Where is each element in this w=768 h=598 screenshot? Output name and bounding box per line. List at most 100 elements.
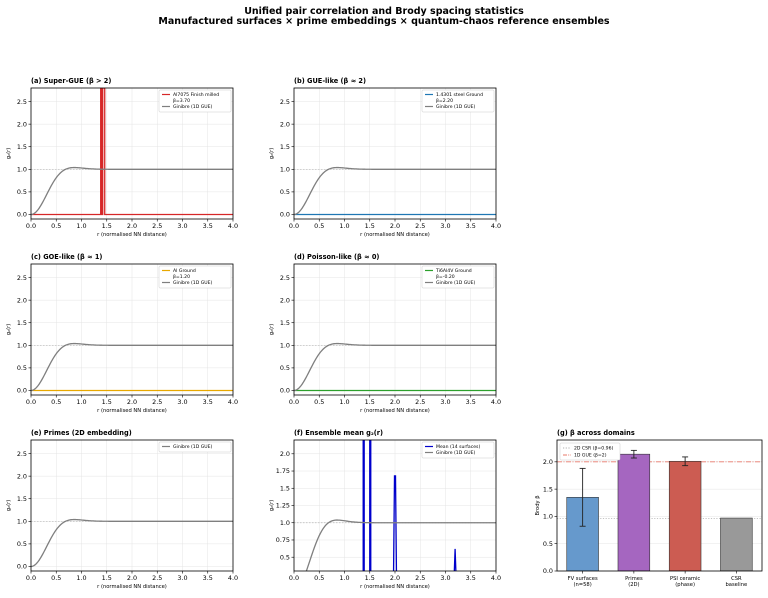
plot-area [31,88,233,216]
x-tick-label: 3.5 [203,574,213,582]
panel-title: (d) Poisson-like (β ≈ 0) [294,253,379,261]
x-tick-label: 1.0 [339,398,349,406]
panel-g: (g) β across domains 0.0 0.5 1.0 1.5 2.0 FV su… [535,429,763,588]
x-tick-label: 1.5 [102,574,112,582]
x-tick-label: 3.5 [466,574,476,582]
legend-label: 1D GUE (β=2) [574,453,607,459]
y-tick-label: 2.0 [280,450,290,458]
series-data-line [31,88,233,216]
x-tick-label: 0.0 [26,222,36,230]
x-tick-label: 3.0 [177,574,187,582]
charts-layer: (a) Super-GUE (β > 2) 0.0 0.5 1.0 1.5 2.0 2.5 3… [6,77,763,590]
x-tick-label: 2.0 [127,222,137,230]
series-data-line [392,475,398,571]
x-tick-label: CSR [731,576,742,582]
y-tick-label: 1.0 [280,342,290,350]
x-tick-label: 3.0 [440,574,450,582]
x-axis-label: r (normalised NN distance) [360,584,430,590]
series-ginibre-line [294,342,496,392]
y-tick-label: 1.5 [280,143,290,151]
y-tick-label: 1.5 [17,143,27,151]
y-axis-label: g₂(r) [6,500,12,512]
panel-b: (b) GUE-like (β ≈ 2) 0.0 0.5 1.0 1.5 2.0 2.5 3.… [269,77,501,238]
legend-label: Ginibre (1D GUE) [436,450,476,456]
x-tick-label: (2D) [628,582,639,588]
x-tick-label: 0.5 [314,398,324,406]
panel-a: (a) Super-GUE (β > 2) 0.0 0.5 1.0 1.5 2.0 2.5 3… [6,77,238,238]
y-tick-label: 2.5 [17,274,27,282]
series-data-line [362,440,365,571]
x-tick-label: 3.5 [203,398,213,406]
legend-label: β=-0.20 [436,274,455,280]
x-tick-label: 1.5 [102,222,112,230]
bar [668,460,702,571]
y-tick-label: 1.25 [276,502,290,510]
y-axis-label: g₂(r) [269,500,275,512]
series-ginibre-line [31,166,233,216]
y-tick-label: 0.0 [17,563,27,571]
legend-label: Al7075 Finish milled [173,92,219,98]
x-tick-label: PSI ceramic [670,576,700,582]
x-tick-label: 1.0 [76,574,86,582]
series-ginibre-line [31,342,233,392]
y-tick-label: 1.0 [17,518,27,526]
x-tick-label: 3.5 [466,398,476,406]
x-axis-label: r (normalised NN distance) [97,408,167,414]
x-tick-label: baseline [726,582,748,588]
panel-e: (e) Primes (2D embedding) 0.0 0.5 1.0 1.5 2.0… [6,429,238,590]
y-tick-label: 1.0 [17,166,27,174]
y-tick-label: 0.5 [280,553,290,561]
y-tick-label: 0.75 [276,536,290,544]
x-tick-label: 2.0 [127,398,137,406]
x-tick-label: 1.0 [339,222,349,230]
y-axis-label: Brody β [535,495,541,515]
x-tick-label: 4.0 [491,574,501,582]
axes-frame [556,439,763,572]
x-tick-label: 2.5 [152,574,162,582]
x-tick-label: 0.5 [51,398,61,406]
legend-box [421,265,495,289]
legend-box [158,89,232,113]
series-ginibre-line [305,519,496,571]
legend-box [158,265,232,289]
legend: 2D CSR (β=0.96)1D GUE (β=2) [559,442,621,461]
y-tick-label: 1.75 [276,467,290,475]
x-tick-label: 0.0 [289,398,299,406]
x-tick-label: 2.0 [390,574,400,582]
y-tick-label: 0.5 [543,540,553,548]
x-tick-label: 2.0 [390,222,400,230]
panel-title: (e) Primes (2D embedding) [31,429,132,437]
x-tick-label: 3.5 [466,222,476,230]
x-tick-label: 1.0 [76,222,86,230]
series-ginibre-line [294,166,496,216]
figure-title-line-2: Manufactured surfaces × prime embeddings… [158,16,610,27]
y-tick-label: 0.0 [280,387,290,395]
x-tick-label: (phase) [675,582,695,588]
y-axis-label: g₂(r) [6,148,12,160]
x-tick-label: 2.5 [415,574,425,582]
legend-box [421,441,495,459]
y-tick-label: 0.0 [17,387,27,395]
y-tick-label: 1.5 [17,319,27,327]
y-tick-label: 2.0 [280,120,290,128]
legend-label: Al Ground [173,268,196,274]
legend-box [158,441,232,453]
x-tick-label: 0.5 [51,574,61,582]
legend-label: Ginibre (1D GUE) [436,104,476,110]
legend-box [559,442,621,461]
y-tick-label: 1.5 [280,484,290,492]
x-tick-label: 0.0 [289,222,299,230]
y-tick-label: 1.5 [17,495,27,503]
x-tick-label: 2.5 [152,222,162,230]
y-tick-label: 0.5 [17,188,27,196]
panel-title: (c) GOE-like (β ≈ 1) [31,253,102,261]
plot-area [566,449,753,571]
figure-title-line-1: Unified pair correlation and Brody spaci… [244,6,524,17]
y-tick-label: 2.5 [17,98,27,106]
series-data-line [369,440,372,571]
x-tick-label: 1.0 [76,398,86,406]
